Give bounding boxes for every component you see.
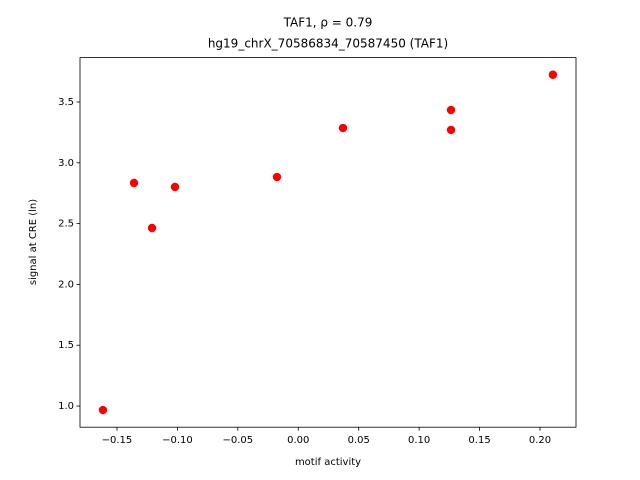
point [446, 125, 456, 135]
y-tick-label: 3.0 [58, 158, 74, 169]
y-tick-label: 3.5 [58, 97, 74, 108]
point [446, 105, 456, 115]
point [272, 172, 282, 182]
point [147, 223, 157, 233]
point [548, 70, 558, 79]
x-tick-label: −0.05 [223, 435, 254, 446]
y-axis-label: signal at CRE (ln) [28, 199, 39, 285]
y-tick-label: 1.5 [58, 340, 74, 351]
x-tick-label: −0.15 [102, 435, 133, 446]
point [338, 123, 348, 133]
plot-frame [79, 57, 577, 428]
y-tick-label: 2.5 [58, 219, 74, 230]
chart-title: TAF1, ρ = 0.79 [283, 16, 373, 30]
point [98, 405, 108, 415]
point [170, 182, 180, 192]
y-tick-label: 2.0 [58, 279, 74, 290]
x-axis-label: motif activity [295, 457, 361, 468]
y-tick-label: 1.0 [58, 401, 74, 412]
x-tick-label: 0.15 [468, 435, 490, 446]
x-tick-label: −0.10 [162, 435, 193, 446]
chart-subtitle: hg19_chrX_70586834_70587450 (TAF1) [208, 37, 448, 51]
x-tick-label: 0.00 [287, 435, 309, 446]
point [129, 178, 139, 188]
x-tick-label: 0.20 [529, 435, 551, 446]
x-tick-label: 0.05 [348, 435, 370, 446]
x-tick-label: 0.10 [408, 435, 430, 446]
